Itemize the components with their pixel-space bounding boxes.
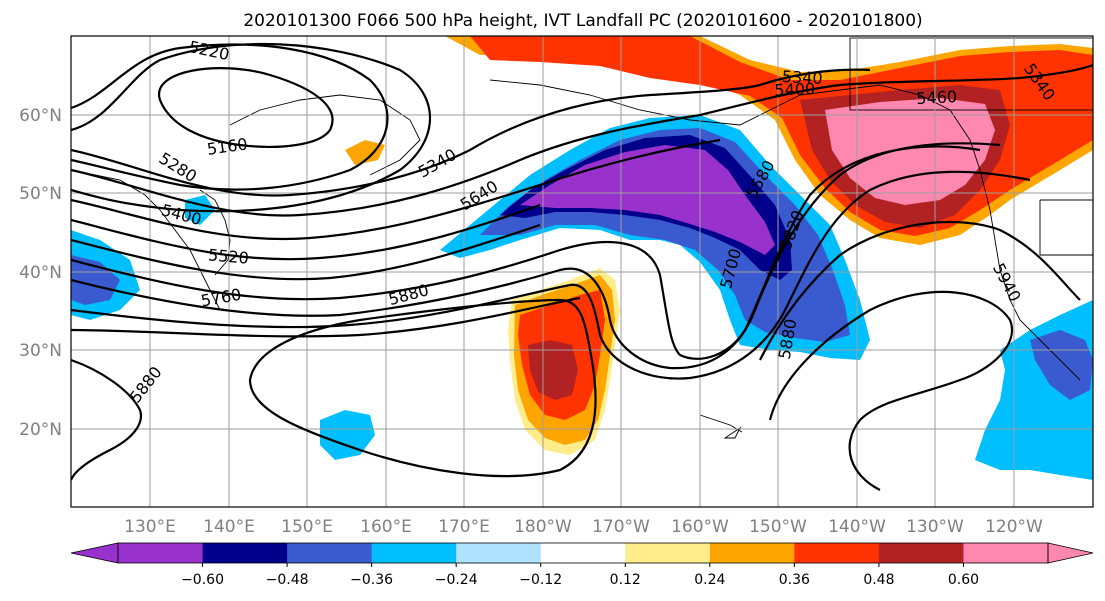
contour-5400 [71, 63, 1093, 217]
colorbar: −0.60 −0.48 −0.36 −0.24 −0.12 0.12 0.24 0.36 0.4… [70, 542, 1094, 588]
lon-label: 180°W [514, 517, 572, 537]
colorbar-tick-label: 0.12 [610, 572, 641, 588]
contour-5640 [71, 145, 981, 360]
lon-label: 140°W [828, 517, 886, 537]
contour-5940 [768, 290, 1013, 491]
lon-label: 150°E [281, 517, 333, 537]
colorbar-tick-label: 0.24 [694, 572, 725, 588]
colorbar-tick-label: −0.36 [350, 572, 393, 588]
lon-label: 130°W [906, 517, 964, 537]
lon-label: 160°W [671, 517, 729, 537]
lon-label: 150°W [749, 517, 807, 537]
lon-label: 140°E [203, 517, 255, 537]
contour-5820 [71, 170, 1031, 380]
contour-label: 5520 [207, 245, 249, 267]
contour-5340-west [71, 68, 871, 197]
shade-purple [520, 145, 775, 255]
colorbar-tick-label: 0.48 [863, 572, 894, 588]
contour-label: 5340 [781, 67, 823, 88]
contour-5760 [71, 296, 581, 338]
map-frame [70, 35, 1094, 508]
shade-skyblue-sub [320, 410, 375, 460]
colorbar-swatch [794, 543, 880, 563]
colorbar-tick-label: 0.60 [948, 572, 979, 588]
colorbar-min-extend [70, 542, 119, 564]
shade-orange-kamchatka [345, 140, 385, 165]
coastline-kamchatka [229, 94, 421, 176]
height-contours [71, 42, 1093, 491]
colorbar-swatch [625, 543, 711, 563]
coastlines [71, 37, 1093, 439]
lon-label: 130°E [124, 517, 176, 537]
contour-5880-west [248, 298, 597, 478]
lat-label: 60°N [19, 106, 62, 126]
colorbar-swatch [878, 543, 964, 563]
lat-label: 40°N [19, 263, 62, 283]
figure-title: 2020101300 F066 500 hPa height, IVT Land… [243, 11, 922, 31]
contour-5220 [71, 43, 389, 191]
shade-royalblue-east [1030, 330, 1093, 400]
contour-label: 5460 [916, 87, 958, 108]
colorbar-tick-label: −0.60 [181, 572, 224, 588]
contour-5580 [71, 223, 541, 281]
map-panel: 5220 5160 5280 5340 5400 5520 5640 5760 … [70, 35, 1094, 508]
colorbar-swatch [456, 543, 542, 563]
contour-5160 [157, 67, 334, 148]
lon-label: 160°E [360, 517, 412, 537]
contour-5460 [71, 138, 721, 241]
colorbar-swatch [287, 543, 373, 563]
lat-label: 20°N [19, 420, 62, 440]
colorbar-tick-label: −0.24 [435, 572, 478, 588]
lat-label: 50°N [19, 184, 62, 204]
colorbar-tick-label: −0.12 [519, 572, 562, 588]
longitude-labels: 130°E 140°E 150°E 160°E 170°E 180°W 170°W 160°W… [124, 517, 1043, 537]
coastline-aleutians [489, 79, 841, 126]
colorbar-swatch [963, 543, 1049, 563]
colorbar-swatch [371, 543, 457, 563]
contour-5880-east [759, 220, 1081, 361]
colorbar-swatch [709, 543, 795, 563]
colorbar-max-extend [1047, 542, 1094, 564]
lon-label: 120°W [985, 517, 1043, 537]
coastline-japan [199, 189, 231, 276]
contour-5880-far-west [71, 358, 143, 481]
coastline-border-box [849, 37, 1093, 111]
latitude-labels: 60°N 50°N 40°N 30°N 20°N [19, 106, 62, 440]
shade-darkred-2 [528, 340, 578, 400]
shade-royalblue-asia [71, 255, 120, 305]
colorbar-swatch [202, 543, 288, 563]
contour-label: 5400 [774, 79, 815, 99]
contour-5700 [71, 142, 1001, 370]
colorbar-swatch [540, 543, 626, 563]
contour-5280 [71, 42, 432, 213]
coastline-north-america [839, 84, 1081, 381]
colorbar-tick-label: −0.48 [266, 572, 309, 588]
colorbar-outline [117, 542, 1049, 564]
lon-label: 170°E [438, 517, 490, 537]
colorbar-tick-label: 0.36 [779, 572, 810, 588]
contour-5520 [71, 203, 541, 261]
shade-pink [825, 98, 995, 205]
lat-label: 30°N [19, 341, 62, 361]
lon-label: 170°W [592, 517, 650, 537]
coastline-asia [71, 169, 221, 311]
colorbar-swatch [118, 543, 204, 563]
state-borders [1039, 199, 1093, 256]
